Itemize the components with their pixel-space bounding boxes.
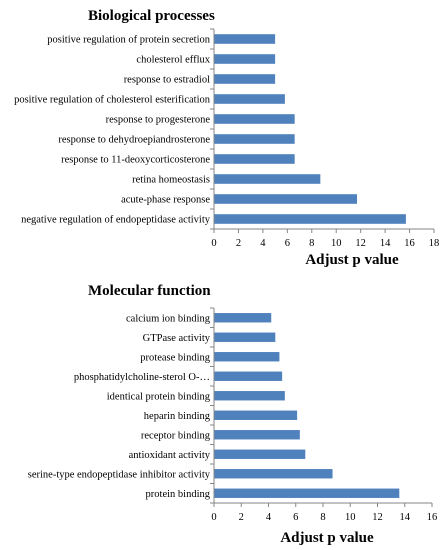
bar: [214, 371, 283, 381]
bar: [214, 410, 298, 420]
x-tick-label: 0: [211, 512, 216, 523]
bar: [214, 174, 321, 184]
bar: [214, 154, 295, 164]
category-label: antioxidant activity: [129, 450, 211, 461]
x-tick-label: 4: [266, 512, 272, 523]
bar: [214, 34, 276, 44]
category-label: phosphatidylcholine-sterol O-…: [74, 372, 210, 383]
category-label: cholesterol efflux: [136, 55, 210, 66]
x-tick-label: 14: [400, 512, 411, 523]
bar: [214, 134, 295, 144]
bar: [214, 194, 357, 204]
bar: [214, 313, 272, 323]
category-label: retina homeostasis: [132, 175, 210, 186]
bar: [214, 114, 295, 124]
bar: [214, 488, 400, 498]
x-tick-label: 4: [260, 238, 266, 249]
x-tick-label: 10: [345, 512, 356, 523]
x-tick-label: 12: [372, 512, 383, 523]
x-tick-label: 8: [309, 238, 314, 249]
bar: [214, 214, 406, 224]
chart-biological-processes: Biological processes Adjust p value posi…: [14, 8, 439, 268]
x-tick-label: 6: [285, 238, 290, 249]
bar: [214, 469, 333, 479]
bar: [214, 352, 280, 362]
x-tick-label: 18: [429, 238, 440, 249]
category-label: protein binding: [146, 489, 211, 500]
category-label: GTPase activity: [143, 333, 211, 344]
bar: [214, 430, 300, 440]
category-label: response to 11-deoxycorticosterone: [61, 155, 210, 166]
x-axis-label: Adjust p value: [305, 252, 399, 268]
x-axis-label: Adjust p value: [280, 530, 374, 546]
category-label: positive regulation of protein secretion: [47, 35, 210, 46]
category-label: response to estradiol: [124, 75, 210, 86]
x-tick-label: 8: [320, 512, 325, 523]
category-label: positive regulation of cholesterol ester…: [14, 95, 211, 106]
x-tick-label: 2: [239, 512, 244, 523]
bar: [214, 54, 276, 64]
bar: [214, 449, 306, 459]
category-label: acute-phase response: [121, 195, 210, 206]
x-tick-label: 12: [355, 238, 366, 249]
bar: [214, 332, 276, 342]
x-tick-label: 0: [211, 238, 216, 249]
bar: [214, 94, 285, 104]
category-label: receptor binding: [141, 430, 211, 441]
chart-molecular-function: Molecular function Adjust p value calciu…: [28, 283, 438, 546]
x-tick-label: 16: [427, 512, 438, 523]
x-tick-label: 6: [293, 512, 298, 523]
chart-title: Biological processes: [88, 8, 215, 24]
category-label: response to progesterone: [106, 115, 211, 126]
x-tick-label: 10: [331, 238, 342, 249]
x-tick-label: 14: [380, 238, 391, 249]
category-label: negative regulation of endopeptidase act…: [21, 215, 211, 226]
x-tick-label: 16: [404, 238, 415, 249]
category-label: serine-type endopeptidase inhibitor acti…: [28, 469, 211, 480]
category-label: identical protein binding: [107, 391, 211, 402]
category-label: calcium ion binding: [126, 313, 211, 324]
category-label: response to dehydroepiandrosterone: [58, 135, 210, 146]
category-label: heparin binding: [144, 411, 211, 422]
bar: [214, 391, 285, 401]
bar: [214, 74, 276, 84]
category-label: protease binding: [140, 352, 210, 363]
chart-title: Molecular function: [88, 283, 211, 299]
x-tick-label: 2: [236, 238, 241, 249]
